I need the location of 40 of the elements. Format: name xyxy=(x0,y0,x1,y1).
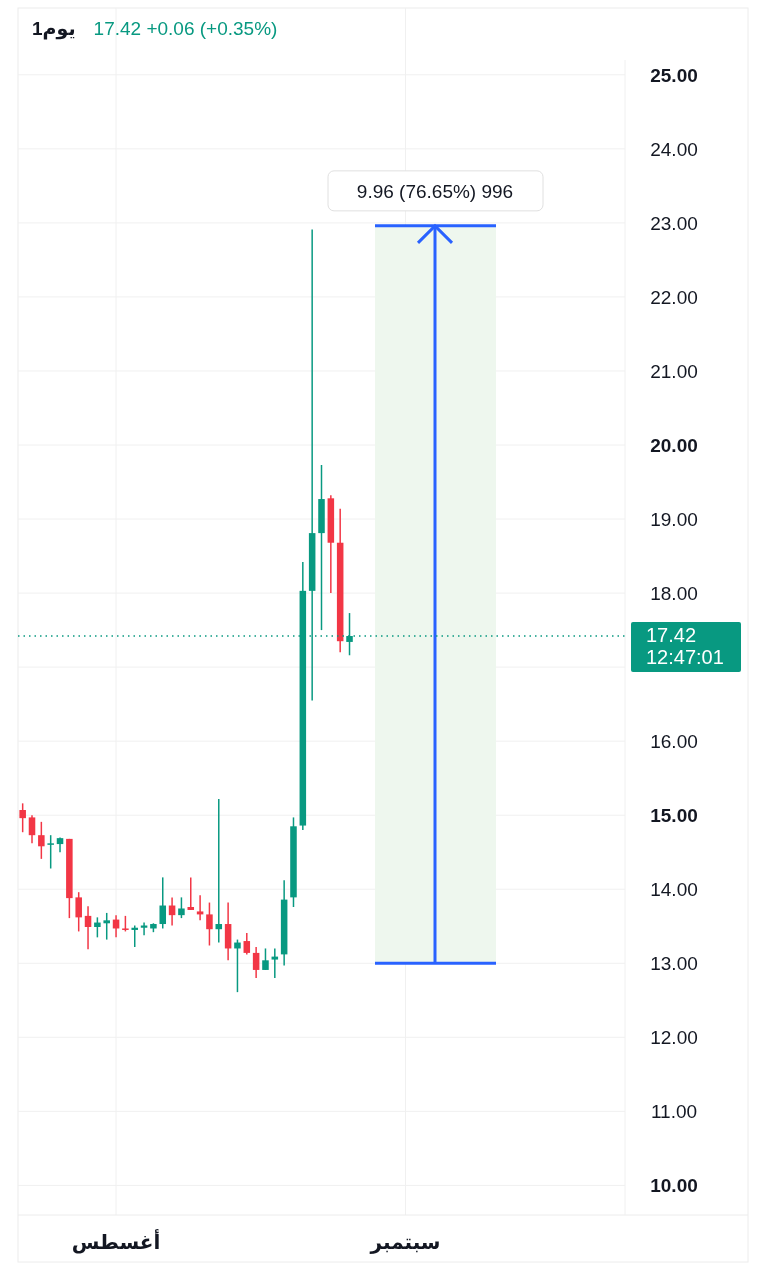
x-tick-label: سبتمبر xyxy=(369,1231,441,1254)
y-tick-label: 23.00 xyxy=(650,212,698,234)
candlestick xyxy=(84,905,92,950)
candlestick xyxy=(206,901,213,947)
candlestick xyxy=(234,938,241,993)
candlestick xyxy=(271,947,279,979)
y-tick-label: 14.00 xyxy=(650,879,698,901)
y-tick-label: 22.00 xyxy=(650,286,698,308)
candlestick xyxy=(75,891,82,933)
candlestick xyxy=(159,876,167,930)
candlestick xyxy=(28,814,36,845)
candlestick xyxy=(178,896,185,919)
candlestick xyxy=(252,946,260,979)
y-tick-label: 13.00 xyxy=(650,953,698,975)
candlestick xyxy=(131,924,138,948)
candlestick xyxy=(38,821,45,860)
y-tick-label: 20.00 xyxy=(650,435,698,456)
y-tick-label: 16.00 xyxy=(650,731,698,753)
y-tick-label: 15.00 xyxy=(650,805,698,827)
candlestick xyxy=(196,894,204,922)
candlestick xyxy=(243,932,251,956)
candlestick xyxy=(187,876,195,911)
y-tick-label: 12.00 xyxy=(650,1027,698,1049)
chart-title: 1يوم xyxy=(32,18,76,40)
candlestick xyxy=(19,802,26,833)
y-tick-label: 11.00 xyxy=(650,1101,698,1123)
x-tick-label: أغسطس xyxy=(71,1228,161,1254)
annotation: 9.96 (76.65%) 996 xyxy=(356,180,514,202)
y-tick-label: 24.00 xyxy=(650,138,698,160)
y-tick-label: 19.00 xyxy=(650,509,698,531)
y-tick-label: 21.00 xyxy=(650,360,698,382)
candlestick xyxy=(47,834,54,870)
ref-line-label: 17.42 12:47:01 xyxy=(646,624,724,669)
chart-subtitle: 17.42 +0.06 (+0.35%) xyxy=(93,18,278,39)
y-tick-label: 25.00 xyxy=(650,64,698,86)
candlestick xyxy=(94,916,101,939)
candlestick xyxy=(103,912,110,941)
y-tick-label: 18.00 xyxy=(650,583,698,605)
y-tick-label: 10.00 xyxy=(650,1175,698,1197)
candlestick xyxy=(262,947,269,971)
